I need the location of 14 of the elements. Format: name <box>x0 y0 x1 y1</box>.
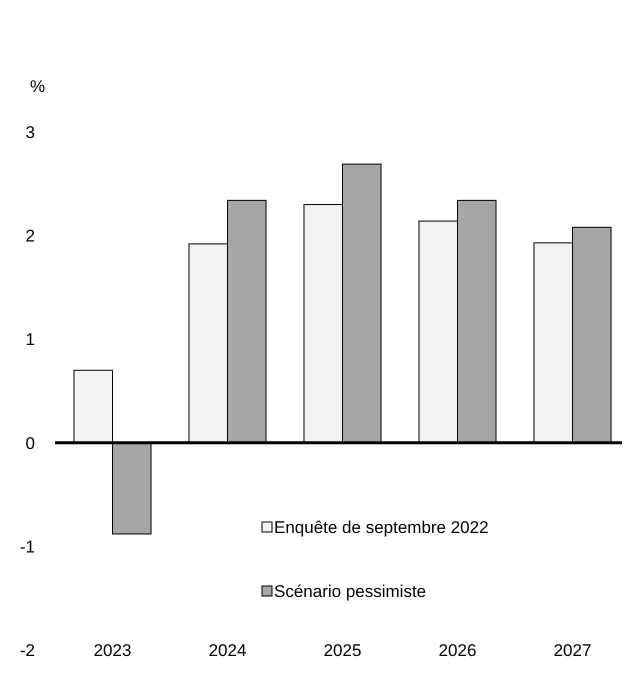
y-tick-label: -1 <box>20 537 35 556</box>
y-tick-label: 3 <box>26 122 35 142</box>
y-tick-label: 0 <box>26 434 35 453</box>
x-tick-label: 2027 <box>554 641 592 660</box>
x-tick-label: 2024 <box>208 641 246 660</box>
y-tick-label: -2 <box>20 640 35 660</box>
legend-label: Scénario pessimiste <box>274 582 426 601</box>
y-tick-label: 1 <box>26 330 35 350</box>
legend-label: Enquête de septembre 2022 <box>274 518 489 537</box>
x-tick-label: 2026 <box>438 641 476 660</box>
y-tick-label: 2 <box>26 226 35 246</box>
y-axis-title: % <box>30 77 46 96</box>
x-tick-label: 2025 <box>324 641 362 660</box>
x-tick-label: 2023 <box>94 641 132 660</box>
